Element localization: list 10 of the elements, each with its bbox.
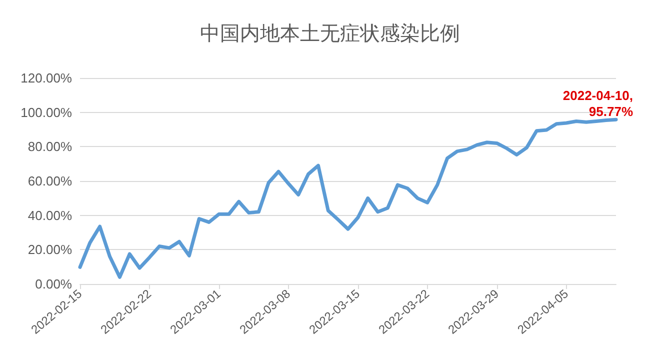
chart-title: 中国内地本土无症状感染比例 bbox=[200, 21, 460, 45]
y-tick-label: 60.00% bbox=[28, 174, 72, 188]
y-tick-label: 120.00% bbox=[20, 70, 72, 86]
y-tick-label: 0.00% bbox=[35, 276, 72, 292]
line-series bbox=[78, 118, 618, 279]
annotation: 2022-04-10, 95.77% bbox=[562, 88, 634, 120]
y-tick-label: 80.00% bbox=[28, 139, 72, 154]
y-tick-label: 40.00% bbox=[28, 208, 72, 223]
y-tick-label: 20.00% bbox=[28, 242, 72, 258]
y-tick-label: 100.00% bbox=[20, 104, 72, 120]
